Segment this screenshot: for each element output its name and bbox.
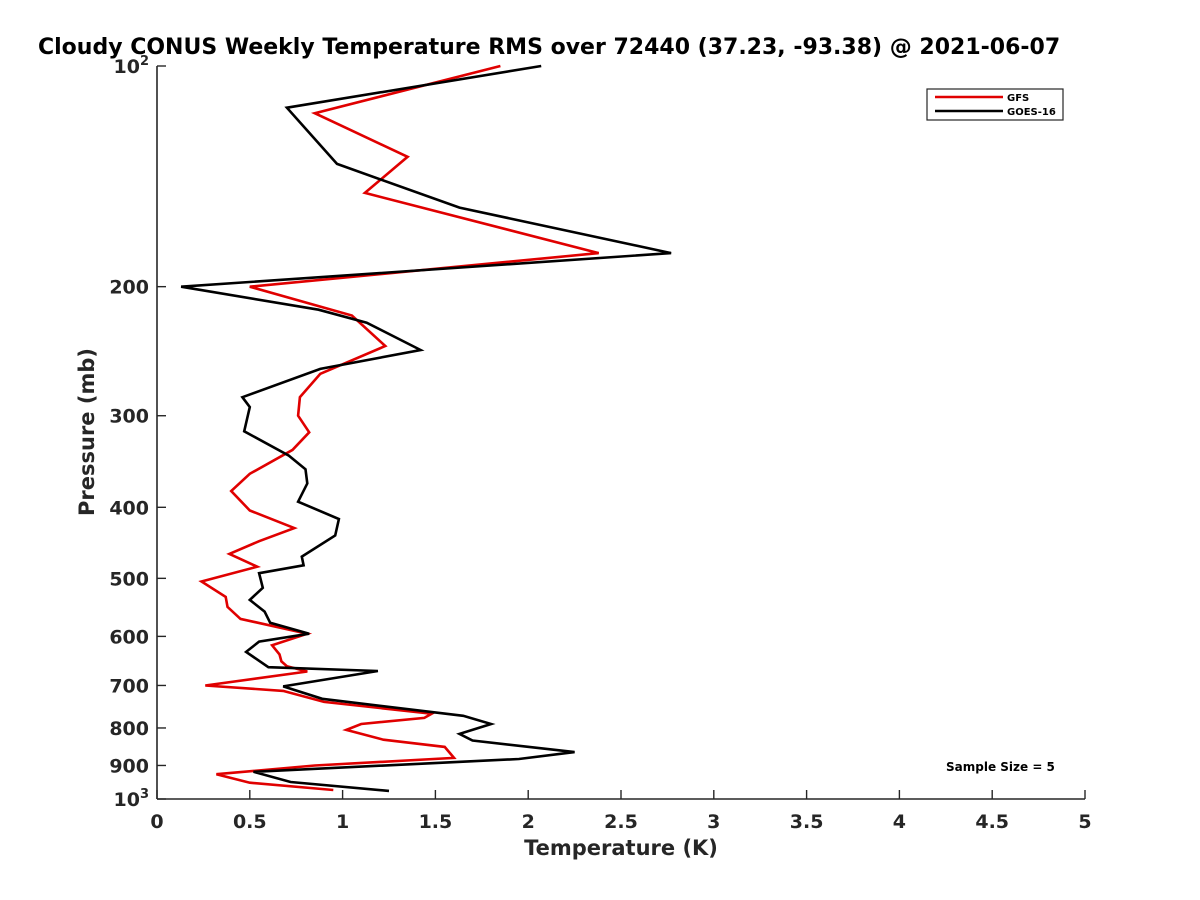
x-tick-label: 2: [522, 811, 535, 833]
legend-label-gfs: GFS: [1007, 93, 1029, 104]
legend-label-goes16: GOES-16: [1007, 107, 1056, 118]
sample-size-annotation: Sample Size = 5: [946, 760, 1055, 774]
y-tick-label: 700: [109, 675, 149, 697]
x-tick-label: 2.5: [604, 811, 638, 833]
x-tick-label: 0.5: [233, 811, 267, 833]
x-tick-label: 1.5: [419, 811, 453, 833]
y-tick-label: 102: [114, 54, 150, 78]
y-tick-label: 400: [109, 497, 149, 519]
legend: GFS GOES-16: [926, 88, 1064, 121]
series-line-goes16: [180, 64, 672, 793]
x-tick-label: 0: [150, 811, 163, 833]
x-tick-label: 3.5: [790, 811, 824, 833]
y-tick-label: 300: [109, 406, 149, 428]
y-tick-label: 500: [109, 568, 149, 590]
legend-box: [926, 88, 1064, 121]
y-tick-label: 900: [109, 755, 149, 777]
x-tick-label: 1: [336, 811, 349, 833]
chart-title: Cloudy CONUS Weekly Temperature RMS over…: [38, 35, 1060, 60]
series-layer: [180, 64, 672, 793]
y-tick-label: 800: [109, 718, 149, 740]
x-tick-label: 4.5: [975, 811, 1009, 833]
x-axis-label: Temperature (K): [524, 836, 718, 860]
x-tick-label: 4: [893, 811, 906, 833]
y-axis-ticks: 102 200 300 400 500 600 700 800 900 103: [109, 54, 166, 811]
y-tick-label: 103: [114, 787, 150, 811]
series-line-gfs: [198, 64, 600, 792]
x-axis-ticks: 0 0.5 1 1.5 2 2.5 3 3.5 4 4.5 5: [150, 790, 1092, 833]
y-tick-label: 600: [109, 626, 149, 648]
x-tick-label: 5: [1078, 811, 1091, 833]
y-tick-label: 200: [109, 277, 149, 299]
x-tick-label: 3: [707, 811, 720, 833]
y-axis-label: Pressure (mb): [75, 348, 99, 516]
